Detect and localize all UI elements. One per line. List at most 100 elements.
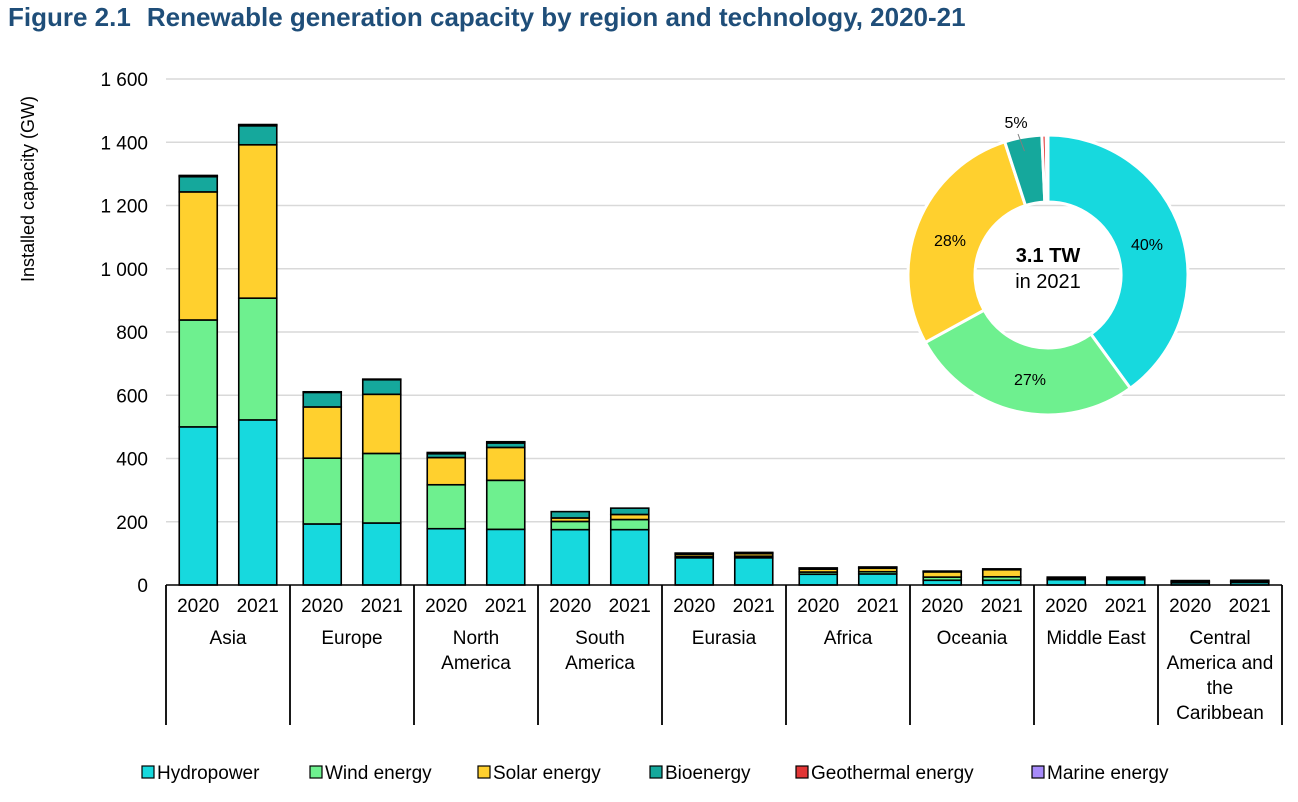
x-tick-year-label: 2021 xyxy=(1229,596,1271,617)
x-region-label-central-america-and-the-caribbean: Central xyxy=(1189,628,1250,649)
stacked-bar-chart: 0 200 400 600 800 1 000 1 200 1 400 1 600 Instal… xyxy=(18,70,1285,784)
x-region-label-europe: Europe xyxy=(321,628,382,649)
bar-south-america-2021-wind-energy xyxy=(609,518,650,531)
bar-asia-2021-solar-energy xyxy=(237,143,278,299)
bar-europe-2021-hydropower xyxy=(361,522,402,586)
legend-swatch-hydropower xyxy=(141,765,155,779)
bar-south-america-2020-wind-energy xyxy=(550,520,591,531)
bar-asia-2021-hydropower xyxy=(237,419,278,586)
y-tick-label-400: 400 xyxy=(116,450,148,471)
y-tick-label-1400: 1 400 xyxy=(100,133,148,154)
bar-south-america-2020-bioenergy xyxy=(550,510,591,519)
bar-north-america-2021-wind-energy xyxy=(485,479,526,531)
donut-slice-solar-energy xyxy=(906,139,1028,345)
x-region-label-north-america: North xyxy=(453,628,499,649)
x-tick-year-label: 2020 xyxy=(301,596,343,617)
legend-label-bioenergy: Bioenergy xyxy=(665,763,751,784)
legend-label-marine-energy: Marine energy xyxy=(1047,763,1169,784)
bar-oceania-2021-solar-energy xyxy=(981,568,1022,578)
bar-oceania-2020-geothermal-energy xyxy=(922,570,963,573)
x-region-label-south-america: South xyxy=(575,628,625,649)
x-tick-year-label: 2021 xyxy=(237,596,279,617)
legend-label-geothermal-energy: Geothermal energy xyxy=(811,763,974,784)
bar-africa-2020-geothermal-energy xyxy=(798,567,839,570)
bar-north-america-2020-hydropower xyxy=(426,527,467,586)
bar-asia-2020-hydropower xyxy=(178,426,219,586)
legend: Hydropower Wind energy Solar energy Bioener… xyxy=(141,763,1169,784)
x-tick-year-label: 2021 xyxy=(857,596,899,617)
bar-europe-2021-solar-energy xyxy=(361,393,402,455)
bar-north-america-2020-solar-energy xyxy=(426,456,467,486)
x-tick-year-label: 2020 xyxy=(549,596,591,617)
donut-slice-hydropower xyxy=(1046,133,1190,391)
bar-europe-2020-solar-energy xyxy=(302,406,343,459)
bar-middle-east-2021-hydropower xyxy=(1105,578,1146,586)
bar-europe-2021-geothermal-energy xyxy=(361,378,402,381)
gridlines xyxy=(166,78,1285,523)
y-tick-label-800: 800 xyxy=(116,323,148,344)
bar-eurasia-2021-geothermal-energy xyxy=(733,551,774,554)
x-axis: 2020 2021 Asia 2020 2021 Europe 2020 2021 North A… xyxy=(165,584,1283,725)
bar-asia-2021-bioenergy xyxy=(237,125,278,146)
donut-label-bioenergy: 5% xyxy=(1004,115,1027,132)
legend-label-hydropower: Hydropower xyxy=(157,763,260,784)
bar-africa-2020-hydropower xyxy=(798,573,839,586)
legend-swatch-marine-energy xyxy=(1031,765,1045,779)
bar-north-america-2020-geothermal-energy xyxy=(426,451,467,455)
x-tick-year-label: 2020 xyxy=(1169,596,1211,617)
x-region-label-middle-east: Middle East xyxy=(1046,628,1146,649)
x-region-label-central-america-and-the-caribbean: America and xyxy=(1167,653,1274,674)
donut-label-hydropower: 40% xyxy=(1131,237,1163,254)
x-region-label-south-america: America xyxy=(565,653,635,674)
donut-center-subtitle: in 2021 xyxy=(1015,271,1081,293)
bar-asia-2020-marine-energy xyxy=(178,174,219,177)
bar-asia-2020-bioenergy xyxy=(178,175,219,193)
y-tick-label-200: 200 xyxy=(116,513,148,534)
x-region-label-oceania: Oceania xyxy=(937,628,1008,649)
y-tick-label-1600: 1 600 xyxy=(100,70,148,91)
y-tick-label-0: 0 xyxy=(137,576,148,597)
y-tick-label-1000: 1 000 xyxy=(100,260,148,281)
x-tick-year-label: 2020 xyxy=(673,596,715,617)
y-tick-label-1200: 1 200 xyxy=(100,197,148,218)
y-axis-label: Installed capacity (GW) xyxy=(18,96,38,282)
x-region-label-africa: Africa xyxy=(824,628,873,649)
x-region-label-asia: Asia xyxy=(210,628,247,649)
y-tick-label-600: 600 xyxy=(116,386,148,407)
x-tick-year-label: 2020 xyxy=(797,596,839,617)
bar-north-america-2020-wind-energy xyxy=(426,483,467,530)
donut-leader-line xyxy=(1017,133,1025,152)
bar-south-america-2020-hydropower xyxy=(550,528,591,586)
bar-middle-east-2021-solar-energy xyxy=(1105,576,1146,580)
donut-slice-marine-energy xyxy=(1044,133,1050,204)
x-tick-year-label: 2021 xyxy=(1105,596,1147,617)
legend-label-solar-energy: Solar energy xyxy=(493,763,601,784)
bar-africa-2021-geothermal-energy xyxy=(857,566,898,569)
bar-asia-2021-marine-energy xyxy=(237,123,278,126)
x-region-label-central-america-and-the-caribbean: the xyxy=(1207,678,1233,699)
bar-north-america-2021-geothermal-energy xyxy=(485,440,526,444)
x-region-label-central-america-and-the-caribbean: Caribbean xyxy=(1176,703,1264,724)
bar-asia-2020-solar-energy xyxy=(178,191,219,321)
x-tick-year-label: 2021 xyxy=(733,596,775,617)
x-region-label-north-america: America xyxy=(441,653,511,674)
legend-label-wind-energy: Wind energy xyxy=(325,763,432,784)
donut-label-wind-energy: 27% xyxy=(1014,372,1046,389)
bar-europe-2021-bioenergy xyxy=(361,378,402,396)
bar-eurasia-2020-geothermal-energy xyxy=(674,552,715,555)
x-tick-year-label: 2020 xyxy=(921,596,963,617)
bar-stacks xyxy=(178,123,1270,586)
x-tick-year-label: 2021 xyxy=(609,596,651,617)
x-region-label-eurasia: Eurasia xyxy=(692,628,757,649)
bar-middle-east-2020-hydropower xyxy=(1046,578,1087,586)
bar-asia-2021-wind-energy xyxy=(237,297,278,421)
bar-south-america-2021-hydropower xyxy=(609,528,650,586)
x-tick-year-label: 2020 xyxy=(177,596,219,617)
bar-oceania-2021-geothermal-energy xyxy=(981,568,1022,571)
bar-central-america-and-the-caribbean-2020-geothermal-energy xyxy=(1170,579,1211,582)
figure-title-text: Renewable generation capacity by region … xyxy=(146,2,966,32)
bar-europe-2021-wind-energy xyxy=(361,452,402,524)
bar-europe-2020-hydropower xyxy=(302,523,343,586)
bar-north-america-2021-hydropower xyxy=(485,528,526,586)
y-axis: 0 200 400 600 800 1 000 1 200 1 400 1 600 xyxy=(100,70,148,597)
